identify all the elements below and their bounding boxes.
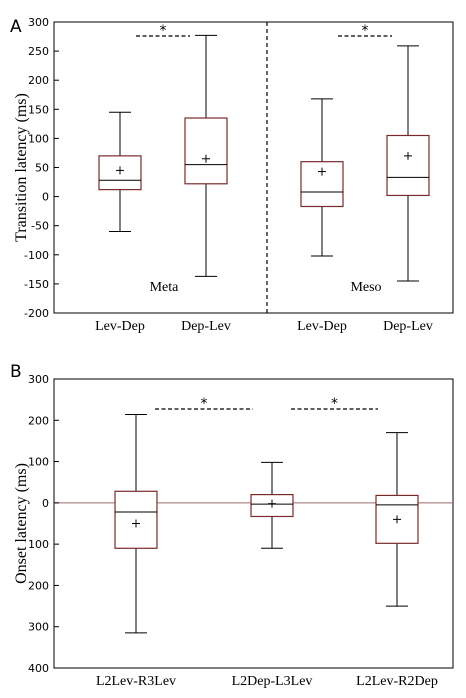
box-iqr xyxy=(184,117,228,185)
y-tick-label: 300 xyxy=(28,373,49,386)
y-tick-label: -150 xyxy=(24,278,49,291)
panel-a-boxes xyxy=(98,34,430,282)
significance-star: * xyxy=(201,396,208,412)
box-0 xyxy=(114,414,158,634)
box-1 xyxy=(250,461,294,549)
panel-b-boxes xyxy=(114,414,419,634)
x-category-label: L2Lev-R3Lev xyxy=(96,674,176,689)
significance-star: * xyxy=(362,23,369,39)
y-tick-label: -200 xyxy=(24,307,49,320)
box-2 xyxy=(300,98,344,257)
panel-a-category-labels: Lev-Dep Dep-Lev Lev-Dep Dep-Lev xyxy=(95,319,433,334)
box-3 xyxy=(386,45,430,282)
y-tick-label: 400 xyxy=(28,662,49,675)
box-2 xyxy=(375,432,419,607)
y-tick-label: 0 xyxy=(42,191,49,204)
panel-a-letter: A xyxy=(10,17,22,37)
panel-b-y-ticks: 400 300 200 100 0 100 200 300 xyxy=(28,373,59,675)
box-1 xyxy=(184,34,228,277)
panel-b-significance: * * xyxy=(155,396,378,412)
box-iqr xyxy=(386,134,430,197)
panel-b: B Onset latency (ms) 400 300 200 100 0 100 200… xyxy=(10,362,454,689)
x-category-label: Dep-Lev xyxy=(181,319,231,334)
panel-a: A Transition latency (ms) -200 -150 -100 -5… xyxy=(10,16,454,334)
y-tick-label: 100 xyxy=(28,132,49,145)
y-tick-label: 0 xyxy=(42,497,49,510)
panel-a-group-label-meso: Meso xyxy=(350,280,381,295)
panel-a-y-ticks: -200 -150 -100 -50 0 50 100 150 200 250 300 xyxy=(24,16,59,320)
x-category-label: Dep-Lev xyxy=(383,319,433,334)
panel-b-y-axis-title: Onset latency (ms) xyxy=(13,463,30,584)
panel-a-significance: * * xyxy=(136,23,392,39)
x-category-label: Lev-Dep xyxy=(95,319,145,334)
y-tick-label: 200 xyxy=(28,414,49,427)
y-tick-label: 300 xyxy=(28,16,49,29)
y-tick-label: -50 xyxy=(31,220,49,233)
x-category-label: L2Lev-R2Dep xyxy=(356,674,438,689)
panel-b-category-labels: L2Lev-R3Lev L2Dep-L3Lev L2Lev-R2Dep xyxy=(96,674,438,689)
significance-star: * xyxy=(160,23,167,39)
y-tick-label: 50 xyxy=(35,162,49,175)
panel-b-letter: B xyxy=(10,362,22,382)
y-tick-label: 150 xyxy=(28,103,49,116)
panel-b-plot-frame xyxy=(53,378,454,669)
x-category-label: L2Dep-L3Lev xyxy=(232,674,313,689)
panel-a-group-label-meta: Meta xyxy=(150,280,180,295)
y-tick-label: 100 xyxy=(28,456,49,469)
y-tick-label: 250 xyxy=(28,45,49,58)
y-tick-label: 200 xyxy=(28,579,49,592)
box-0 xyxy=(98,111,142,233)
y-tick-label: 100 xyxy=(28,538,49,551)
panel-a-y-axis-title: Transition latency (ms) xyxy=(13,93,30,242)
significance-star: * xyxy=(331,396,338,412)
x-category-label: Lev-Dep xyxy=(297,319,347,334)
y-tick-label: 300 xyxy=(28,621,49,634)
y-tick-label: 200 xyxy=(28,74,49,87)
y-tick-label: -100 xyxy=(24,249,49,262)
